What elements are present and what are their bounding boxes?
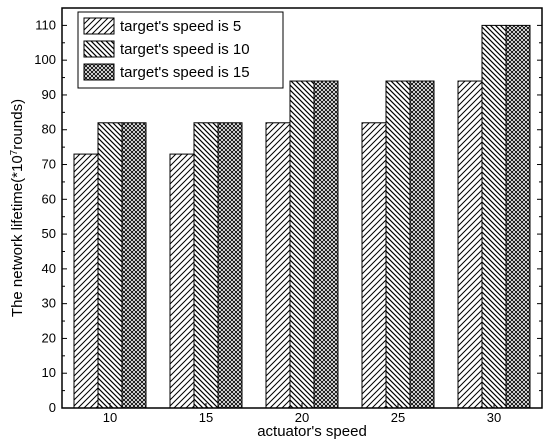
y-tick-label: 0 — [49, 400, 56, 415]
x-axis-title: actuator's speed — [257, 423, 367, 440]
y-tick-label: 40 — [42, 261, 56, 276]
legend: target's speed is 5 target's speed is 10 t… — [77, 11, 284, 89]
bar-series-1-20 — [265, 122, 291, 409]
bar-series-3-15 — [217, 122, 243, 409]
bar-series-1-15 — [169, 153, 195, 409]
bar-series-3-25 — [409, 80, 435, 409]
bar-series-3-20 — [313, 80, 339, 409]
x-tick-label: 20 — [295, 410, 309, 425]
legend-swatch-3 — [83, 63, 115, 81]
x-axis: 10 15 20 25 30 — [103, 403, 501, 425]
bar-series-3-10 — [121, 122, 147, 409]
legend-label-1: target's speed is 5 — [120, 18, 241, 35]
legend-swatch-2 — [83, 40, 115, 58]
x-tick-label: 10 — [103, 410, 117, 425]
y-axis: 0 10 20 30 40 50 60 70 80 90 100 110 — [34, 17, 542, 415]
x-tick-label: 15 — [199, 410, 213, 425]
y-axis-title-exponent: 7 — [9, 149, 20, 155]
y-axis-title-prefix: The network lifetime(*10 — [9, 155, 26, 317]
bar-series-2-20 — [289, 80, 315, 409]
y-tick-label: 70 — [42, 157, 56, 172]
y-tick-label: 20 — [42, 330, 56, 345]
x-tick-label: 30 — [487, 410, 501, 425]
bar-series-2-25 — [385, 80, 411, 409]
y-tick-label: 110 — [35, 17, 56, 32]
y-axis-title: The network lifetime(*107rounds) — [9, 99, 27, 317]
x-tick-label: 25 — [391, 410, 405, 425]
legend-label-3: target's speed is 15 — [120, 64, 250, 81]
bar-series-1-10 — [73, 153, 99, 409]
y-tick-label: 50 — [42, 226, 56, 241]
bar-series-1-30 — [457, 80, 483, 409]
bar-series-2-15 — [193, 122, 219, 409]
bar-series-1-25 — [361, 122, 387, 409]
legend-label-2: target's speed is 10 — [120, 41, 250, 58]
y-tick-label: 80 — [42, 122, 56, 137]
bar-series-3-30 — [505, 24, 531, 409]
y-tick-label: 100 — [34, 52, 56, 67]
y-tick-label: 30 — [42, 296, 56, 311]
legend-swatch-1 — [83, 17, 115, 35]
y-tick-label: 10 — [42, 365, 56, 380]
y-tick-label: 90 — [42, 87, 56, 102]
bar-series-2-10 — [97, 122, 123, 409]
y-tick-label: 60 — [42, 191, 56, 206]
y-axis-title-suffix: rounds) — [9, 99, 26, 150]
bar-series-2-30 — [481, 24, 507, 409]
bars — [73, 24, 531, 409]
